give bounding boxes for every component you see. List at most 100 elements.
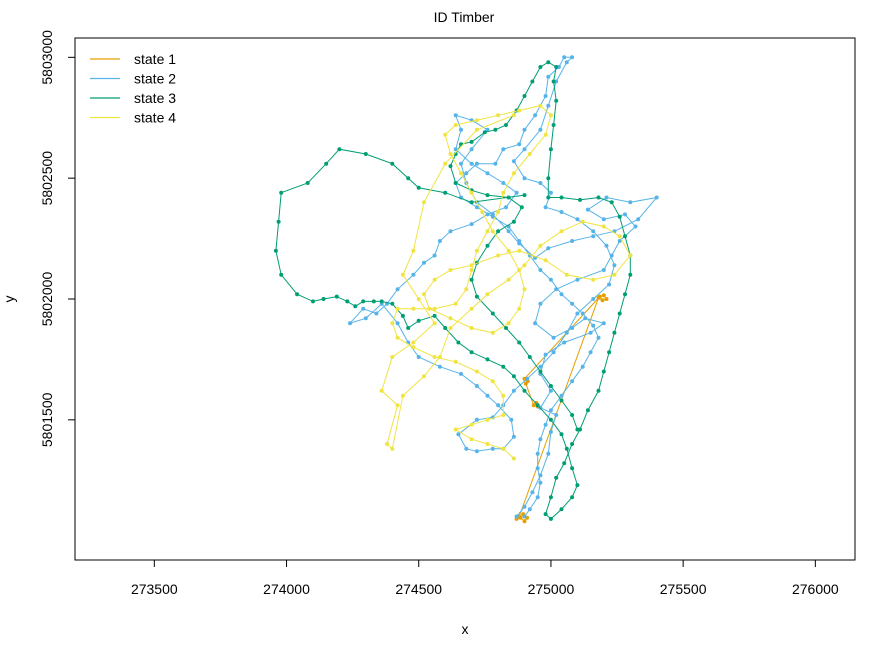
data-point [363, 316, 368, 321]
data-point [511, 388, 516, 393]
data-point [448, 229, 453, 234]
x-tick-label: 274500 [395, 581, 442, 597]
data-point [506, 229, 511, 234]
data-point [570, 495, 575, 500]
y-tick-label: 5801500 [39, 392, 55, 447]
data-point [517, 239, 522, 243]
data-point [400, 272, 405, 277]
x-axis: 273500 274000 274500 275000 275500 276000 [131, 559, 839, 597]
data-point [490, 330, 495, 335]
data-point [432, 277, 437, 282]
data-point [623, 234, 627, 239]
data-point [345, 299, 350, 304]
data-point [432, 306, 437, 311]
data-point [522, 176, 527, 181]
data-point [432, 355, 437, 359]
data-point [559, 195, 564, 200]
data-point [437, 355, 442, 359]
data-point [596, 195, 601, 200]
data-point [422, 374, 426, 379]
data-point [374, 311, 379, 316]
data-point [453, 359, 458, 364]
data-point [570, 442, 575, 446]
data-point [474, 205, 479, 210]
data-point [474, 449, 479, 454]
data-point [527, 355, 532, 359]
data-point [496, 229, 501, 234]
legend-label: state 3 [134, 90, 176, 106]
data-point [411, 345, 416, 350]
data-point [548, 113, 553, 118]
data-point [469, 277, 474, 282]
data-point [612, 330, 617, 335]
data-point [601, 293, 606, 298]
data-point [530, 79, 535, 84]
data-point [591, 323, 596, 328]
data-point [623, 212, 627, 217]
data-point [538, 301, 543, 306]
series-4 [379, 103, 633, 461]
data-point [469, 350, 474, 355]
data-point [411, 306, 416, 311]
legend-label: state 1 [134, 51, 176, 67]
data-point [551, 350, 556, 355]
data-point [546, 60, 551, 65]
data-point [504, 326, 508, 330]
data-point [548, 147, 553, 152]
data-point [490, 214, 495, 219]
data-point [485, 127, 490, 132]
data-point [361, 299, 366, 304]
data-point [474, 127, 479, 132]
data-point [548, 516, 553, 521]
data-point [337, 147, 342, 152]
data-point [361, 306, 366, 311]
data-point [453, 301, 458, 306]
data-point [464, 287, 469, 292]
data-point [469, 422, 474, 427]
data-point [514, 514, 519, 519]
data-point [273, 248, 278, 253]
data-point [617, 234, 622, 239]
data-point [324, 161, 329, 166]
data-point [390, 446, 395, 451]
data-point [554, 413, 559, 417]
data-point [591, 277, 596, 282]
data-point [548, 384, 553, 388]
data-point [633, 224, 638, 229]
data-point [538, 103, 543, 108]
data-point [548, 417, 553, 422]
data-point [448, 268, 453, 272]
data-point [334, 294, 339, 299]
data-point [609, 200, 614, 205]
data-point [538, 473, 543, 478]
data-point [570, 55, 575, 60]
data-point [496, 253, 501, 258]
data-point [469, 139, 474, 144]
data-point [485, 393, 490, 398]
data-point [395, 321, 400, 326]
data-point [504, 205, 508, 210]
data-point [522, 504, 527, 509]
legend-label: state 2 [134, 71, 176, 87]
data-point [448, 152, 453, 156]
data-point [543, 205, 548, 210]
data-point [562, 340, 567, 345]
data-point [490, 229, 495, 234]
data-point [525, 376, 530, 381]
data-point [504, 123, 508, 127]
data-point [459, 161, 463, 166]
data-point [523, 381, 528, 386]
data-point [585, 207, 590, 212]
data-point [546, 176, 551, 181]
data-point [390, 301, 395, 306]
data-point [464, 446, 469, 451]
data-point [406, 176, 411, 181]
data-point [546, 103, 551, 108]
data-point [551, 79, 556, 84]
data-point [485, 243, 490, 248]
data-point [416, 185, 421, 190]
data-point [636, 217, 641, 222]
data-point [501, 190, 506, 195]
data-point [511, 171, 516, 176]
